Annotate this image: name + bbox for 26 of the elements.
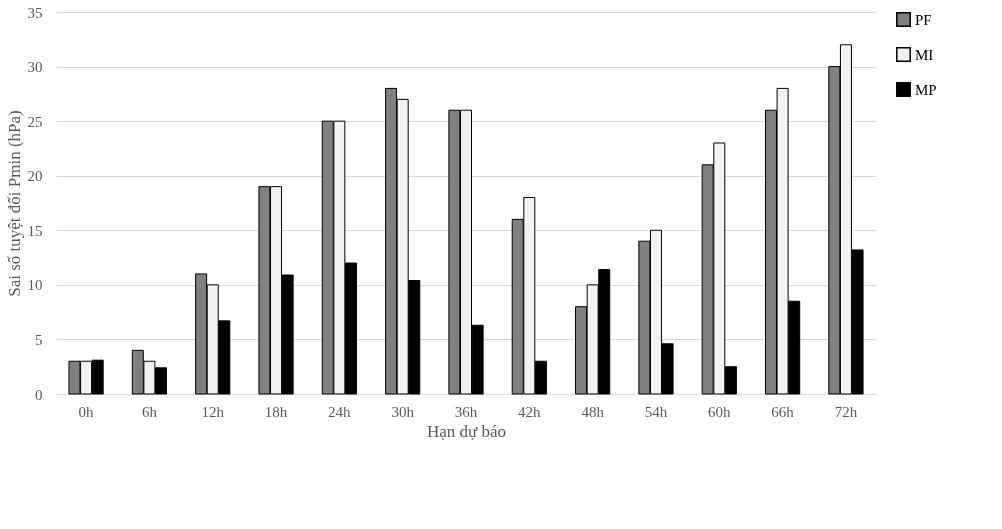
x-axis-title: Hạn dự báo (426, 421, 507, 441)
y-tick-label: 5 (35, 331, 43, 348)
y-tick-label: 10 (27, 277, 43, 294)
x-tick-label: 24h (328, 403, 352, 420)
y-tick-label: 20 (27, 168, 43, 185)
x-tick-label: 18h (264, 403, 288, 420)
x-tick-label: 0h (78, 403, 95, 420)
legend-label: MP (915, 81, 937, 98)
x-tick-label: 60h (708, 403, 732, 420)
y-tick-label: 15 (27, 222, 43, 239)
y-tick-label: 30 (27, 59, 43, 76)
legend-label: MI (915, 46, 934, 63)
legend-label: PF (915, 11, 932, 28)
y-tick-label: 25 (27, 113, 43, 130)
x-tick-label: 54h (644, 403, 668, 420)
x-tick-label: 36h (454, 403, 478, 420)
x-tick-label: 48h (581, 403, 605, 420)
y-tick-label: 35 (27, 4, 43, 21)
x-tick-label: 6h (141, 403, 158, 420)
x-tick-label: 72h (834, 403, 858, 420)
x-tick-label: 30h (391, 403, 415, 420)
y-tick-label: 0 (35, 386, 43, 403)
x-tick-label: 66h (771, 403, 795, 420)
y-axis-title: Sai số tuyệt đối Pmin (hPa) (4, 110, 24, 297)
x-tick-label: 42h (518, 403, 542, 420)
x-tick-label: 12h (201, 403, 225, 420)
